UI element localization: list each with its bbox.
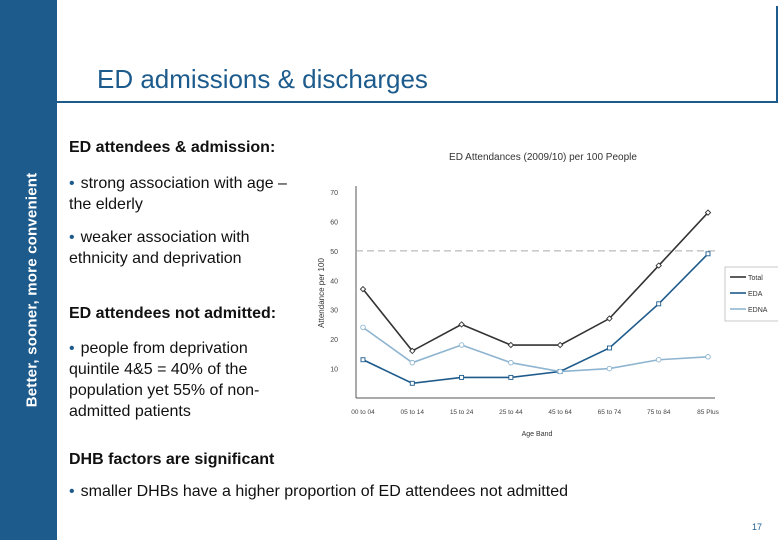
bullet-dhb-text: smaller DHBs have a higher proportion of…	[80, 483, 568, 500]
bullet-dot-icon: •	[69, 229, 75, 246]
sidebar-slogan: Better, sooner, more convenient	[23, 172, 41, 408]
bullet-dot-icon: •	[69, 175, 75, 192]
chart-y-axis-label: Attendance per 100	[317, 258, 326, 328]
data-point	[556, 341, 564, 349]
data-point	[409, 347, 416, 355]
series-line-edna	[362, 326, 709, 373]
data-point	[704, 209, 712, 216]
heading-admission: ED attendees & admission:	[69, 139, 276, 156]
data-point	[705, 251, 711, 257]
x-tick-label: 00 to 04	[351, 409, 375, 416]
series-line-total	[362, 212, 709, 352]
bullet-deprivation: • people from deprivation quintile 4&5 = …	[69, 338, 301, 422]
x-tick-label: 25 to 44	[499, 409, 523, 416]
data-point	[409, 359, 416, 366]
data-point	[360, 357, 366, 363]
slide-title: ED admissions & discharges	[97, 64, 428, 94]
chart-legend: Total EDA EDNA	[724, 266, 778, 322]
x-tick-label: 15 to 24	[450, 409, 474, 416]
y-tick-label: 10	[330, 367, 338, 374]
data-point	[606, 345, 612, 351]
legend-label: Total	[748, 275, 763, 282]
bullet-deprivation-text: people from deprivation quintile 4&5 = 4…	[69, 340, 260, 420]
chart-series	[359, 209, 712, 386]
data-point	[409, 380, 415, 386]
title-frame	[57, 6, 778, 103]
data-point	[655, 262, 662, 269]
bullet-dot-icon: •	[69, 483, 75, 500]
data-point	[359, 285, 367, 293]
y-tick-label: 20	[330, 337, 338, 344]
y-tick-label: 40	[330, 278, 338, 285]
data-point	[459, 374, 465, 380]
data-point	[606, 365, 613, 372]
sidebar: Better, sooner, more convenient	[0, 0, 57, 540]
data-point	[705, 354, 711, 360]
chart-x-axis-label: Age Band	[522, 431, 553, 438]
data-point	[458, 321, 465, 328]
bullet-age: • strong association with age – the elder…	[69, 173, 289, 215]
x-tick-label: 45 to 64	[548, 409, 572, 416]
data-point	[655, 356, 662, 363]
bullet-age-text: strong association with age – the elderl…	[69, 175, 287, 213]
chart-title: ED Attendances (2009/10) per 100 People	[449, 152, 637, 163]
data-point	[508, 359, 514, 366]
data-point	[458, 342, 465, 348]
page-number: 17	[752, 522, 763, 532]
data-point	[507, 341, 515, 349]
bullet-dhb: • smaller DHBs have a higher proportion o…	[69, 481, 579, 502]
series-line-eda	[362, 253, 709, 385]
legend-label: EDA	[748, 291, 763, 298]
ed-attendance-chart: ED Attendances (2009/10) per 100 People …	[317, 152, 778, 438]
y-tick-label: 50	[330, 249, 338, 256]
x-tick-label: 65 to 74	[598, 409, 622, 416]
data-point	[360, 324, 366, 331]
data-point	[656, 301, 662, 307]
bullet-dot-icon: •	[69, 340, 75, 357]
data-point	[606, 315, 613, 322]
chart-axes: 10 20 30 40 50 60 70 00 to 04 05 to 14 15 to 24 25…	[330, 186, 720, 416]
heading-not-admitted: ED attendees not admitted:	[69, 305, 277, 322]
x-tick-label: 85 Plus	[697, 409, 719, 416]
data-point	[508, 374, 514, 380]
heading-dhb: DHB factors are significant	[69, 451, 275, 468]
y-tick-label: 30	[330, 308, 338, 315]
data-point	[557, 368, 563, 375]
x-tick-label: 75 to 84	[647, 409, 671, 416]
y-tick-label: 60	[330, 219, 338, 226]
legend-box	[724, 266, 778, 322]
y-tick-label: 70	[330, 190, 338, 197]
bullet-ethnicity-text: weaker association with ethnicity and de…	[69, 229, 250, 267]
bullet-ethnicity: • weaker association with ethnicity and d…	[69, 227, 301, 269]
x-tick-label: 05 to 14	[401, 409, 425, 416]
legend-label: EDNA	[748, 307, 768, 314]
